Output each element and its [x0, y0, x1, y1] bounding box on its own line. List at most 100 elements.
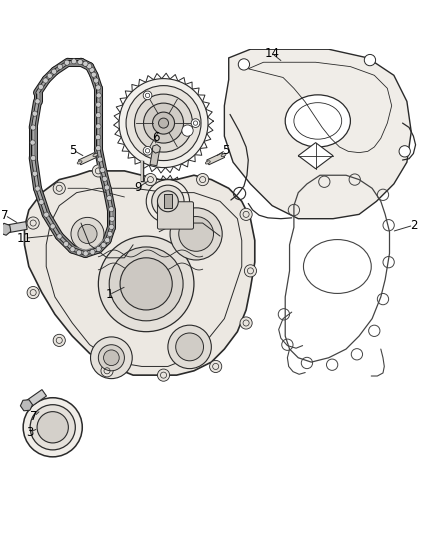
Circle shape	[83, 61, 88, 66]
Circle shape	[143, 147, 152, 155]
Circle shape	[95, 85, 101, 90]
Circle shape	[32, 111, 37, 116]
Ellipse shape	[285, 95, 350, 147]
Circle shape	[30, 405, 75, 450]
Circle shape	[78, 60, 83, 64]
Text: 14: 14	[265, 47, 280, 60]
Circle shape	[105, 238, 110, 243]
Polygon shape	[224, 49, 411, 219]
Circle shape	[64, 60, 70, 65]
Circle shape	[96, 112, 101, 118]
Polygon shape	[21, 400, 32, 411]
Circle shape	[240, 208, 252, 221]
Circle shape	[27, 217, 39, 229]
Text: 7: 7	[30, 410, 38, 423]
Circle shape	[159, 118, 169, 128]
Circle shape	[64, 241, 69, 247]
Circle shape	[157, 191, 178, 212]
Circle shape	[103, 350, 119, 366]
Ellipse shape	[77, 161, 82, 164]
Text: 3: 3	[26, 426, 33, 439]
Circle shape	[52, 69, 57, 74]
Circle shape	[37, 411, 68, 443]
Circle shape	[152, 112, 174, 134]
Circle shape	[53, 182, 65, 195]
Polygon shape	[24, 390, 46, 408]
Circle shape	[157, 369, 170, 381]
Circle shape	[87, 63, 92, 69]
Circle shape	[23, 398, 82, 457]
Circle shape	[134, 94, 193, 152]
Text: 5: 5	[70, 143, 77, 157]
Circle shape	[91, 337, 132, 378]
Circle shape	[57, 234, 62, 239]
Ellipse shape	[205, 161, 210, 164]
Circle shape	[27, 287, 39, 298]
Circle shape	[126, 86, 201, 160]
Circle shape	[39, 199, 44, 205]
Circle shape	[32, 171, 38, 176]
Circle shape	[144, 103, 184, 143]
Ellipse shape	[221, 154, 226, 157]
Circle shape	[47, 73, 52, 78]
Polygon shape	[0, 223, 11, 235]
Circle shape	[96, 102, 101, 107]
Text: 2: 2	[410, 219, 417, 232]
Circle shape	[97, 157, 102, 162]
Circle shape	[176, 333, 204, 361]
Circle shape	[96, 246, 101, 252]
Circle shape	[146, 180, 190, 223]
Circle shape	[399, 146, 410, 157]
Circle shape	[109, 207, 114, 212]
Circle shape	[53, 334, 65, 346]
Circle shape	[145, 174, 156, 185]
Circle shape	[110, 216, 115, 221]
Circle shape	[50, 224, 55, 229]
Circle shape	[119, 79, 208, 167]
Text: 7: 7	[1, 209, 9, 222]
Circle shape	[182, 125, 193, 136]
Circle shape	[90, 249, 95, 255]
Circle shape	[107, 196, 112, 201]
Circle shape	[152, 185, 184, 217]
Circle shape	[30, 140, 35, 145]
Circle shape	[96, 124, 101, 129]
Polygon shape	[152, 144, 160, 153]
Circle shape	[44, 212, 49, 217]
Circle shape	[107, 231, 113, 237]
Circle shape	[197, 174, 209, 185]
Circle shape	[244, 265, 257, 277]
Circle shape	[71, 217, 104, 251]
Circle shape	[100, 167, 105, 173]
Bar	[163, 195, 172, 208]
Ellipse shape	[93, 154, 98, 157]
Circle shape	[57, 64, 63, 69]
Circle shape	[89, 67, 94, 72]
Text: 5: 5	[222, 143, 230, 157]
Circle shape	[364, 54, 376, 66]
Circle shape	[101, 365, 113, 377]
Polygon shape	[207, 152, 225, 165]
Circle shape	[210, 360, 222, 373]
Circle shape	[120, 258, 172, 310]
Circle shape	[94, 78, 99, 83]
Circle shape	[191, 119, 200, 127]
Text: 9: 9	[134, 181, 142, 194]
FancyBboxPatch shape	[157, 202, 194, 229]
Text: 1: 1	[106, 288, 113, 301]
Polygon shape	[78, 152, 96, 165]
Circle shape	[78, 224, 97, 244]
Polygon shape	[150, 148, 160, 166]
Circle shape	[83, 251, 88, 256]
Circle shape	[143, 91, 152, 100]
Polygon shape	[4, 222, 27, 233]
Circle shape	[91, 72, 96, 77]
Text: 6: 6	[152, 131, 159, 143]
Circle shape	[31, 125, 36, 130]
Circle shape	[96, 93, 101, 98]
Circle shape	[95, 135, 101, 140]
Circle shape	[109, 224, 114, 230]
Circle shape	[71, 59, 77, 64]
Polygon shape	[25, 171, 255, 375]
Circle shape	[102, 176, 107, 181]
